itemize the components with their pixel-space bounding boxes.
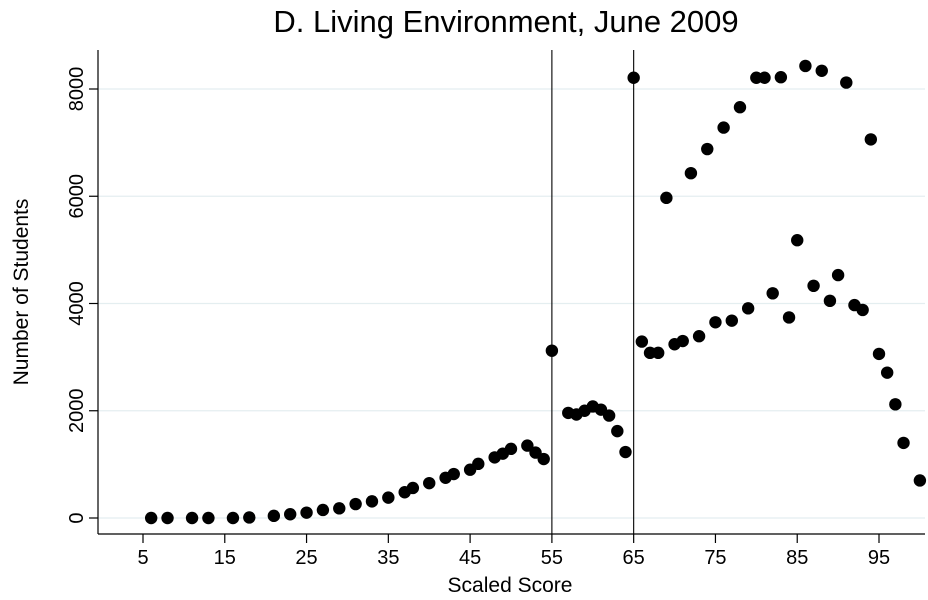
data-point (807, 279, 820, 293)
x-tick-label: 75 (704, 547, 726, 569)
x-axis-title: Scaled Score (448, 574, 573, 597)
chart-title: D. Living Environment, June 2009 (273, 4, 739, 39)
data-point (365, 495, 379, 508)
data-point (333, 502, 346, 515)
x-tick-label: 45 (459, 547, 481, 569)
data-point (840, 76, 853, 89)
data-point (676, 334, 689, 348)
data-point (799, 59, 812, 73)
data-point (831, 268, 845, 282)
data-point (406, 481, 420, 495)
data-point (226, 511, 240, 525)
data-point (880, 366, 894, 379)
data-point (913, 474, 927, 487)
data-point (889, 398, 902, 411)
data-point (537, 452, 550, 466)
x-tick-label: 95 (868, 547, 890, 569)
data-point (382, 491, 395, 504)
data-point (815, 64, 828, 77)
data-point (782, 311, 796, 324)
data-point (741, 302, 755, 315)
y-tick-label: 0 (66, 512, 88, 523)
data-point (202, 511, 215, 525)
data-point (619, 445, 632, 459)
x-tick-label: 85 (786, 547, 808, 569)
x-tick-label: 65 (623, 547, 645, 569)
data-point (521, 439, 534, 452)
data-point (545, 344, 559, 357)
data-point (349, 497, 362, 511)
data-point (627, 71, 640, 84)
data-point (758, 71, 771, 84)
data-point (684, 166, 698, 180)
y-axis-title: Number of Students (10, 199, 33, 386)
x-tick-label: 55 (541, 547, 563, 569)
data-point (856, 303, 869, 317)
x-tick-label: 25 (295, 547, 317, 569)
data-point (602, 409, 616, 422)
data-point (725, 314, 738, 327)
data-point (864, 133, 878, 146)
data-point (717, 121, 730, 134)
data-point (472, 457, 485, 471)
data-point (774, 71, 788, 84)
y-axis-ticks: 0 2000 4000 6000 8000 (66, 67, 98, 524)
data-point (504, 442, 518, 456)
data-point (823, 294, 837, 308)
data-point (709, 316, 722, 329)
data-point (701, 142, 714, 156)
data-point (185, 511, 199, 525)
data-point (660, 191, 673, 205)
data-point (733, 101, 747, 114)
data-point (423, 476, 436, 490)
data-point (635, 335, 649, 348)
data-point (766, 287, 779, 300)
x-axis-ticks: 5 15 25 35 45 55 65 75 85 95 (137, 534, 890, 569)
data-point (284, 508, 297, 521)
data-point (300, 506, 313, 519)
y-tick-label: 6000 (66, 174, 88, 219)
axes (97, 50, 925, 535)
data-point (897, 436, 910, 450)
reference-lines (551, 50, 635, 534)
y-tick-label: 4000 (66, 281, 88, 326)
data-point (611, 424, 624, 438)
data-point (316, 503, 330, 517)
data-points (144, 59, 927, 525)
data-point (243, 511, 256, 524)
data-point (161, 511, 174, 525)
data-point (692, 330, 706, 343)
x-tick-label: 5 (137, 547, 148, 569)
y-tick-label: 2000 (66, 389, 88, 434)
data-point (144, 511, 158, 525)
data-point (872, 347, 886, 361)
data-point (791, 234, 804, 247)
x-tick-label: 15 (214, 547, 236, 569)
data-point (267, 509, 281, 523)
y-tick-label: 8000 (66, 67, 88, 112)
data-point (447, 467, 460, 481)
data-point (652, 346, 665, 360)
x-tick-label: 35 (377, 547, 399, 569)
